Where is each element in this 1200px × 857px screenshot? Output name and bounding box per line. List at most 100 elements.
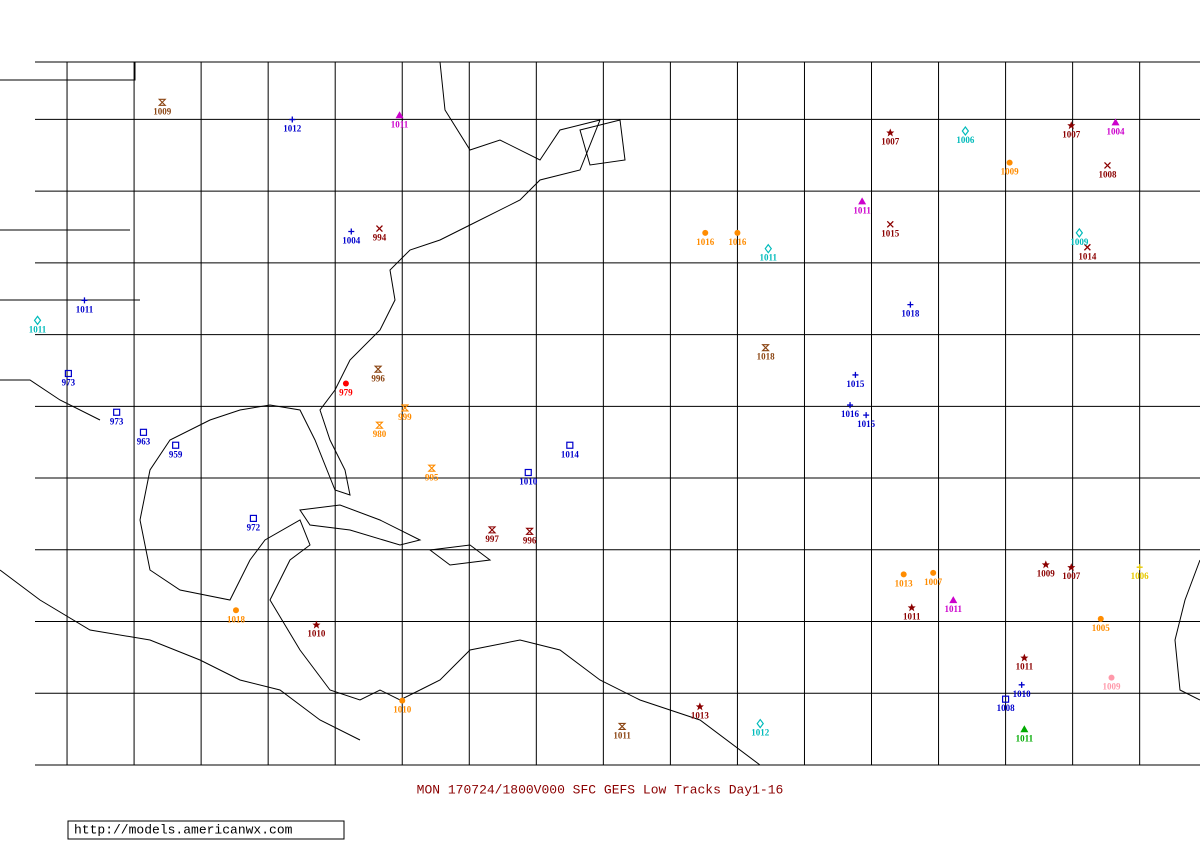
low-center: 1012 [751,718,770,738]
low-symbol [1020,725,1029,733]
low-symbol [1067,121,1076,130]
low-center: 1016 [728,229,747,247]
low-pressure-label: 963 [137,436,151,446]
low-center: 1016 [841,402,860,419]
low-pressure-label: 1010 [393,705,412,715]
low-pressure-label: 1007 [1062,129,1081,139]
low-symbol [1067,563,1076,572]
low-pressure-label: 1007 [924,577,943,587]
low-pressure-label: 1004 [342,236,361,246]
low-center: 1011 [613,722,631,740]
low-symbol [702,229,709,236]
low-pressure-label: 1006 [956,135,975,145]
low-symbol [1001,695,1010,703]
low-center: 1011 [76,297,94,314]
footer-box [67,820,345,840]
low-pressure-label: 994 [373,233,387,243]
low-center: 1015 [846,371,865,389]
low-pressure-label: 1018 [227,614,246,624]
low-symbol [1108,674,1115,681]
low-center: 1009 [1001,159,1019,177]
low-pressure-label: 1011 [760,253,778,263]
low-pressure-label: 1008 [1098,170,1117,180]
low-symbol [81,297,88,304]
low-symbol [232,607,239,614]
low-symbol [734,229,741,236]
low-center: 973 [62,369,76,388]
low-symbol [566,441,574,449]
low-pressure-label: 1011 [1016,733,1034,743]
low-symbol [33,315,42,326]
low-center: 1010 [1013,681,1032,699]
low-symbol [524,468,532,477]
low-symbol [373,365,383,373]
low-symbol [375,225,383,233]
coastline [419,639,761,766]
low-tracks: 994 1004 1008 1009 1011 1015 1016 1016 1011 1014 1… [29,98,1149,743]
low-center: 1018 [227,607,246,624]
low-pressure-label: 1018 [757,352,776,362]
low-pressure-label: 1011 [76,304,94,314]
low-pressure-label: 996 [371,373,385,383]
low-center: 973 [110,408,124,426]
low-pressure-label: 1007 [881,137,900,147]
low-center: 1015 [881,220,900,238]
low-symbol [961,126,970,137]
low-center: 1009 [1070,227,1089,247]
low-center: 979 [339,380,353,398]
low-symbol [907,603,916,612]
low-symbol [172,441,180,449]
low-center: 1013 [895,571,913,588]
low-center: 1014 [561,441,580,459]
low-pressure-label: 1005 [1092,623,1111,633]
low-pressure-label: 1014 [561,449,580,459]
low-pressure-label: 999 [398,412,412,422]
low-center: 999 [398,404,412,422]
low-pressure-label: 1010 [1013,689,1032,699]
low-pressure-label: 996 [523,535,537,545]
low-center: 997 [485,526,499,544]
low-center: 980 [373,421,387,439]
low-pressure-label: 1009 [153,106,172,116]
low-center: 1011 [391,111,409,129]
low-symbol [348,228,355,235]
low-symbol [695,702,704,711]
low-center: 1011 [945,596,963,614]
coastline [139,61,601,701]
low-center: 1009 [1037,560,1056,578]
low-center: 1005 [1092,615,1111,633]
low-symbol [1020,653,1029,662]
low-pressure-label: 1011 [903,611,921,621]
low-pressure-label: 1015 [846,379,865,389]
low-center: 1011 [903,603,921,621]
low-center: 1006 [956,126,975,145]
map-title: MON 170724/1800V000 SFC GEFS Low Tracks … [417,782,784,797]
low-pressure-label: 1011 [945,604,963,614]
low-symbol [1083,243,1091,251]
low-symbol [1104,162,1111,169]
low-symbol [399,697,406,704]
low-pressure-label: 979 [339,388,353,398]
low-symbol [139,428,148,436]
low-symbol [487,526,497,534]
low-pressure-label: 1010 [307,629,326,639]
low-pressure-label: 972 [247,522,261,532]
low-symbol [886,220,894,228]
low-symbol [1041,560,1050,569]
low-symbol [289,116,296,123]
low-pressure-label: 1009 [1037,568,1056,578]
low-symbol [395,111,404,119]
low-pressure-label: 1011 [391,119,409,129]
low-symbol [1111,118,1120,126]
low-symbol [427,464,437,472]
coastline [0,569,361,741]
low-pressure-label: 973 [62,378,76,388]
low-symbol [1075,227,1084,238]
low-symbol [400,404,410,412]
low-symbol [756,718,764,729]
low-pressure-label: 959 [169,449,183,459]
low-center: 1007 [1062,121,1081,139]
low-pressure-label: 1008 [997,703,1016,713]
low-pressure-label: 1012 [283,124,302,134]
